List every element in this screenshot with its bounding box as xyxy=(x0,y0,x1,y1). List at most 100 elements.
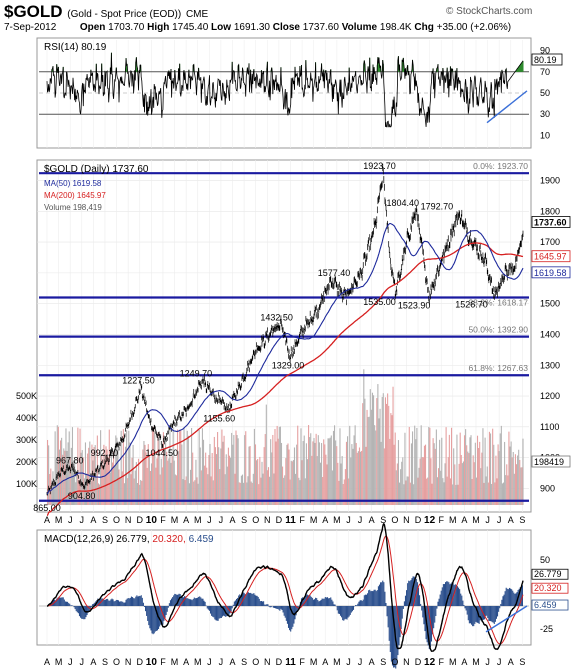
high-value: 1745.40 xyxy=(172,22,209,33)
volume-bar xyxy=(340,463,342,505)
x-axis-label: A xyxy=(322,515,328,525)
volume-bar xyxy=(238,482,240,505)
volume-bar xyxy=(231,432,233,505)
macd-x-axis-label: N xyxy=(403,657,410,667)
x-axis-label: N xyxy=(125,515,132,525)
volume-bar xyxy=(54,431,56,505)
price-y-tick: 900 xyxy=(540,483,555,493)
rsi-y-tick: 70 xyxy=(540,67,550,77)
volume-bar xyxy=(58,449,61,505)
volume-bar xyxy=(391,415,393,505)
volume-y-tick: 200K xyxy=(16,457,37,467)
volume-bar xyxy=(343,479,345,505)
macd-panel-frame xyxy=(36,529,532,646)
volume-bar xyxy=(296,444,298,505)
volume-bar xyxy=(375,430,377,505)
volume-bar xyxy=(213,436,215,505)
volume-bar xyxy=(413,484,415,505)
volume-bar xyxy=(134,470,136,505)
volume-bar xyxy=(266,470,268,505)
x-axis-label: M xyxy=(449,515,457,525)
volume-bar xyxy=(237,438,239,505)
volume-bar xyxy=(306,459,309,505)
volume-badge-box xyxy=(531,455,571,468)
x-axis-label: 12 xyxy=(424,515,436,526)
volume-bar xyxy=(347,436,349,505)
volume-bar xyxy=(422,457,424,505)
volume-bar xyxy=(479,441,481,505)
macd-x-axis-label: J xyxy=(68,657,73,667)
price-annotation: 1804.40 xyxy=(387,198,420,208)
volume-bar xyxy=(411,431,414,505)
macd-x-axis-label: J xyxy=(346,657,351,667)
volume-bar xyxy=(432,438,434,505)
volume-bar xyxy=(511,457,513,505)
volume-bar xyxy=(326,464,328,505)
volume-bar xyxy=(414,425,416,505)
volume-bar xyxy=(397,440,400,505)
volume-bar xyxy=(478,447,480,505)
volume-bar xyxy=(318,442,320,505)
volume-bar xyxy=(283,477,285,505)
volume-bar xyxy=(179,430,181,505)
volume-bar xyxy=(197,483,199,505)
volume-bar xyxy=(365,446,367,505)
macd-x-axis-label: N xyxy=(264,657,271,667)
volume-bar xyxy=(284,475,286,505)
price-annotation: 992.10 xyxy=(91,448,119,458)
macd-x-axis-label: J xyxy=(219,657,224,667)
x-axis-label: S xyxy=(380,515,386,525)
volume-bar xyxy=(196,477,198,505)
volume-bar xyxy=(61,437,63,505)
volume-bar xyxy=(96,435,98,505)
volume-bar xyxy=(370,409,372,505)
volume-bar xyxy=(442,478,444,505)
volume-bar xyxy=(395,470,397,505)
volume-bar xyxy=(466,445,468,505)
volume-bar xyxy=(348,478,350,505)
volume-bar xyxy=(248,446,250,505)
volume-bar xyxy=(520,467,522,505)
volume-bar xyxy=(314,442,316,505)
volume-bar xyxy=(332,430,335,505)
change-label: Chg xyxy=(414,22,434,33)
volume-bar xyxy=(515,464,518,505)
volume-bar xyxy=(198,429,200,505)
volume-bar xyxy=(376,398,378,505)
volume-bar xyxy=(184,480,186,505)
volume-bar xyxy=(342,483,344,505)
volume-bar xyxy=(103,444,105,505)
x-axis-label: J xyxy=(219,515,224,525)
volume-bar xyxy=(144,444,146,505)
volume-bar xyxy=(319,462,322,505)
macd-x-axis-label: D xyxy=(137,657,144,667)
macd-x-axis-label: O xyxy=(113,657,120,667)
volume-bar xyxy=(290,460,292,505)
volume-bar xyxy=(124,446,127,505)
volume-bar xyxy=(498,451,500,505)
macd-x-axis-label: D xyxy=(276,657,283,667)
price-annotation: 1329.00 xyxy=(272,360,305,370)
volume-bar xyxy=(518,449,520,505)
volume-bar xyxy=(431,483,433,505)
volume-bar xyxy=(172,427,174,505)
macd-x-axis-label: A xyxy=(508,657,514,667)
x-axis-label: J xyxy=(346,515,351,525)
volume-bar xyxy=(309,437,311,505)
macd-x-axis-label: J xyxy=(207,657,212,667)
macd-x-axis-label: O xyxy=(391,657,398,667)
volume-bar xyxy=(300,428,302,505)
volume-bar xyxy=(245,431,247,505)
volume-bar xyxy=(128,430,130,505)
price-annotation: 1526.70 xyxy=(455,299,488,309)
volume-bar xyxy=(480,468,482,505)
macd-x-axis-label: A xyxy=(461,657,467,667)
volume-bar xyxy=(407,476,409,505)
volume-bar xyxy=(335,440,337,505)
volume-bar xyxy=(380,441,382,505)
volume-bar xyxy=(277,438,279,505)
volume-bar xyxy=(130,474,132,505)
rsi-y-tick: 10 xyxy=(540,130,550,140)
volume-bar xyxy=(289,479,291,505)
